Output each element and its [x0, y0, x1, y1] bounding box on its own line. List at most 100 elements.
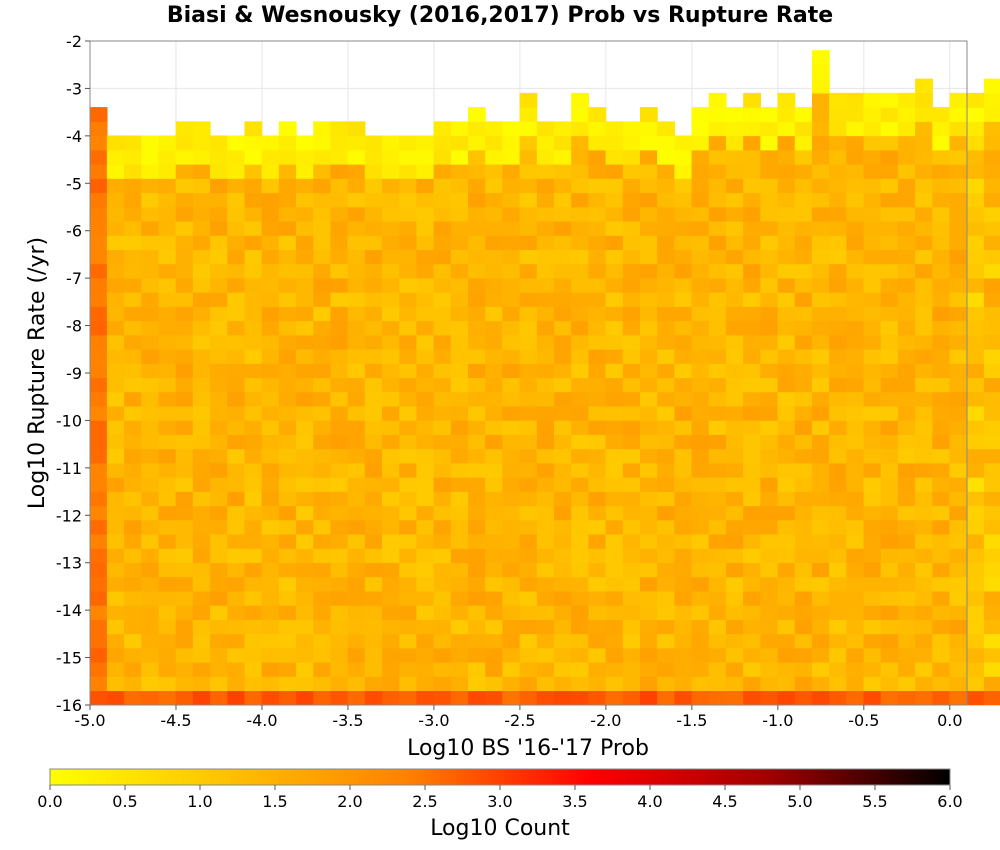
heatmap-cell — [296, 519, 314, 535]
heatmap-cell — [794, 477, 813, 492]
heatmap-cell — [485, 676, 504, 692]
heatmap-cell — [708, 235, 727, 250]
heatmap-cell — [124, 434, 142, 450]
heatmap-cell — [708, 121, 727, 137]
heatmap-cell — [416, 462, 435, 478]
x-tick-label: -4.0 — [246, 711, 277, 730]
heatmap-cell — [811, 64, 830, 80]
heatmap-cell — [777, 206, 796, 222]
heatmap-cell — [605, 249, 624, 265]
heatmap-cell — [330, 690, 349, 706]
heatmap-cell — [244, 690, 263, 706]
heatmap-cell — [450, 647, 469, 663]
heatmap-cell — [829, 548, 847, 564]
heatmap-cell — [691, 576, 710, 592]
heatmap-cell — [158, 220, 177, 236]
heatmap-cell — [106, 690, 125, 706]
heatmap-cell — [158, 405, 177, 421]
heatmap-cell — [639, 576, 658, 592]
heatmap-cell — [330, 135, 349, 151]
heatmap-cell — [210, 505, 228, 521]
heatmap-cell — [244, 377, 263, 393]
heatmap-cell — [382, 292, 400, 307]
heatmap-cell — [468, 306, 486, 322]
heatmap-cell — [932, 164, 951, 179]
heatmap-cell — [158, 519, 177, 535]
heatmap-cell — [846, 605, 865, 620]
heatmap-cell — [880, 220, 899, 236]
heatmap-cell — [450, 619, 469, 635]
heatmap-cell — [966, 320, 985, 336]
heatmap-cell — [846, 533, 865, 549]
heatmap-cell — [330, 292, 349, 307]
heatmap-cell — [364, 391, 383, 407]
heatmap-cell — [89, 548, 108, 564]
heatmap-cell — [949, 306, 968, 322]
heatmap-cell — [708, 676, 727, 692]
heatmap-cell — [502, 391, 521, 407]
heatmap-cell — [433, 491, 452, 507]
heatmap-cell — [880, 178, 899, 194]
heatmap-cell — [983, 491, 1000, 507]
heatmap-cell — [777, 647, 796, 663]
heatmap-cell — [536, 519, 555, 535]
heatmap-cell — [502, 121, 521, 137]
heatmap-cell — [450, 249, 469, 265]
heatmap-cell — [915, 149, 933, 165]
heatmap-cell — [175, 178, 194, 194]
heatmap-cell — [880, 491, 899, 507]
heatmap-cell — [725, 405, 744, 421]
heatmap-cell — [416, 505, 435, 521]
heatmap-cell — [571, 277, 589, 293]
heatmap-cell — [296, 149, 314, 165]
heatmap-cell — [158, 662, 177, 677]
heatmap-cell — [433, 505, 452, 521]
heatmap-cell — [639, 206, 658, 222]
heatmap-cell — [949, 420, 968, 435]
heatmap-cell — [296, 292, 314, 307]
heatmap-cell — [966, 92, 985, 108]
heatmap-cell — [639, 391, 658, 407]
heatmap-cell — [347, 533, 366, 549]
heatmap-cell — [691, 462, 710, 478]
heatmap-cell — [605, 462, 624, 478]
heatmap-cell — [880, 562, 899, 578]
heatmap-cell — [261, 263, 280, 279]
heatmap-cell — [433, 590, 452, 606]
heatmap-cell — [743, 277, 761, 293]
heatmap-cell — [175, 434, 194, 450]
heatmap-cell — [192, 491, 211, 507]
heatmap-cell — [691, 505, 710, 521]
heatmap-cell — [382, 448, 400, 464]
heatmap-cell — [983, 633, 1000, 649]
heatmap-cell — [743, 462, 761, 478]
heatmap-cell — [983, 320, 1000, 336]
heatmap-cell — [983, 149, 1000, 165]
heatmap-cell — [124, 206, 142, 222]
heatmap-cell — [966, 135, 985, 151]
heatmap-cell — [141, 306, 160, 322]
heatmap-cell — [278, 448, 297, 464]
heatmap-cell — [536, 662, 555, 677]
heatmap-cell — [399, 548, 418, 564]
heatmap-cell — [382, 519, 400, 535]
heatmap-cell — [949, 633, 968, 649]
heatmap-cell — [124, 420, 142, 435]
heatmap-cell — [915, 462, 933, 478]
heatmap-cell — [966, 306, 985, 322]
heatmap-cell — [760, 519, 779, 535]
heatmap-cell — [949, 576, 968, 592]
heatmap-cell — [674, 178, 693, 194]
heatmap-cell — [932, 334, 951, 350]
heatmap-cell — [915, 548, 933, 564]
heatmap-cell — [416, 377, 435, 393]
heatmap-cell — [708, 647, 727, 663]
heatmap-cell — [158, 676, 177, 692]
heatmap-cell — [725, 363, 744, 379]
heatmap-cell — [330, 462, 349, 478]
heatmap-cell — [89, 220, 108, 236]
heatmap-cell — [364, 505, 383, 521]
heatmap-cell — [278, 135, 297, 151]
heatmap-cell — [175, 562, 194, 578]
heatmap-cell — [313, 320, 332, 336]
